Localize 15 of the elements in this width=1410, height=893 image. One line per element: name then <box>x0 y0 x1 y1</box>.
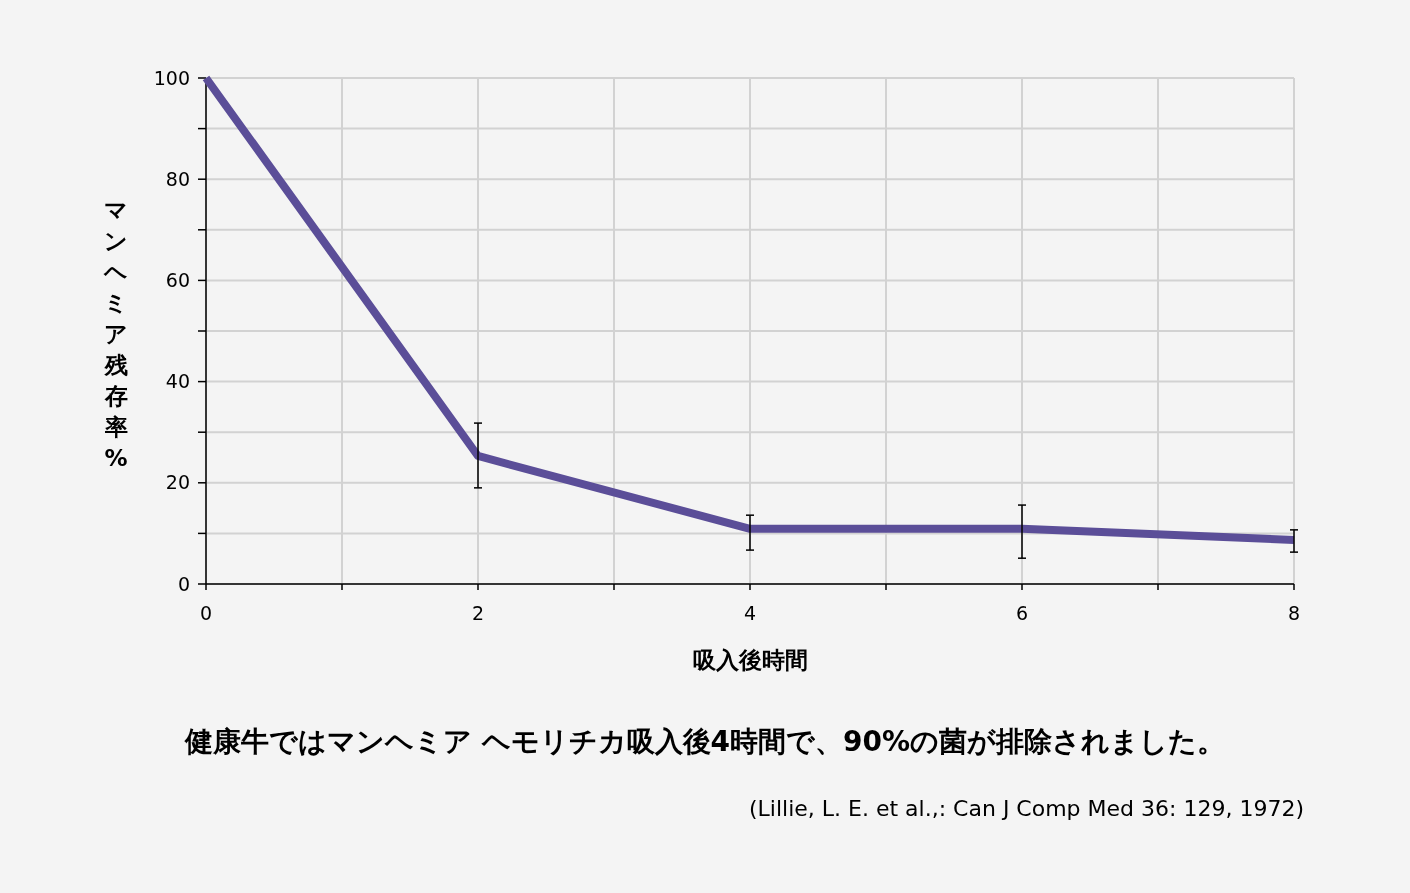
x-tick-label: 8 <box>1287 602 1301 624</box>
y-tick-label: 0 <box>177 572 190 595</box>
x-axis-title: 吸入後時間 <box>692 647 808 673</box>
x-tick-label: 6 <box>1015 602 1029 624</box>
y-tick-label: 20 <box>165 471 190 494</box>
text: マンヘミア残存率% <box>104 197 128 471</box>
y-tick-label: 100 <box>153 66 190 89</box>
text: (Lillie, L. E. et al.,: Can J Comp Med 36: 129, 1972) <box>749 796 1304 821</box>
text: 健康牛ではマンヘミア ヘモリチカ吸入後4時間で、90%の菌が排除されました。 <box>183 725 1226 758</box>
y-tick-label: 60 <box>165 269 190 292</box>
y-tick-label: 40 <box>165 370 190 393</box>
x-tick-label: 2 <box>471 602 485 624</box>
y-tick-label: 80 <box>165 167 190 190</box>
x-tick-label: 0 <box>199 602 213 624</box>
x-tick-label: 4 <box>743 602 757 624</box>
